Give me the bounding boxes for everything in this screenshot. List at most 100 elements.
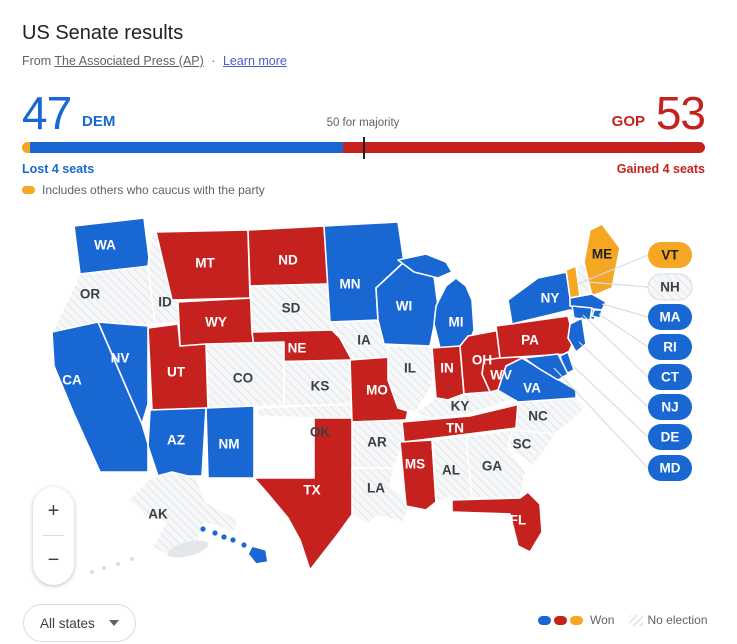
state-label-TN: TN bbox=[446, 421, 464, 436]
state-label-WY: WY bbox=[205, 315, 227, 330]
legend-dem-pill-icon bbox=[538, 615, 551, 625]
pill-RI[interactable] bbox=[648, 334, 692, 360]
pill-NJ[interactable] bbox=[648, 394, 692, 420]
state-label-MN: MN bbox=[340, 277, 361, 292]
pill-label-MD: MD bbox=[660, 461, 681, 476]
caucus-dot-icon bbox=[22, 186, 35, 194]
state-NJ[interactable] bbox=[567, 317, 587, 353]
all-states-dropdown[interactable]: All states bbox=[23, 604, 136, 642]
learn-more-link[interactable]: Learn more bbox=[222, 54, 287, 68]
source-link[interactable]: The Associated Press (AP) bbox=[54, 54, 204, 68]
pill-leader-line-NH bbox=[587, 281, 649, 288]
state-label-WI: WI bbox=[396, 299, 413, 314]
state-label-KY: KY bbox=[451, 399, 470, 414]
state-FL[interactable] bbox=[451, 491, 543, 553]
state-CA[interactable] bbox=[51, 321, 149, 473]
zoom-out-button[interactable]: − bbox=[47, 548, 60, 571]
seat-bar bbox=[22, 137, 705, 159]
state-label-PA: PA bbox=[521, 333, 539, 348]
state-label-AL: AL bbox=[442, 463, 460, 478]
pill-MA[interactable] bbox=[648, 304, 692, 330]
pill-leader-line-NJ bbox=[578, 341, 649, 408]
dem-label: DEM bbox=[82, 113, 116, 130]
state-label-MT: MT bbox=[195, 256, 215, 271]
state-CT[interactable] bbox=[571, 305, 593, 321]
state-label-NE: NE bbox=[288, 341, 307, 356]
state-HI[interactable] bbox=[247, 545, 269, 565]
state-label-IA: IA bbox=[357, 333, 371, 348]
pill-leader-line-MD bbox=[553, 367, 649, 469]
state-HI-island[interactable] bbox=[241, 542, 247, 548]
pill-leader-line-CT bbox=[582, 314, 649, 378]
seat-bar-dem-segment bbox=[30, 142, 343, 153]
state-HI-island[interactable] bbox=[221, 534, 227, 540]
state-label-NC: NC bbox=[528, 409, 548, 424]
aleutian-island-icon bbox=[116, 562, 120, 566]
state-label-AR: AR bbox=[367, 435, 387, 450]
pill-label-NJ: NJ bbox=[661, 400, 678, 415]
state-label-NM: NM bbox=[219, 437, 240, 452]
state-label-OH: OH bbox=[472, 353, 492, 368]
state-label-AZ: AZ bbox=[167, 433, 185, 448]
aleutian-island-icon bbox=[130, 557, 134, 561]
aleutian-island-icon bbox=[102, 566, 106, 570]
pill-CT[interactable] bbox=[648, 364, 692, 390]
state-label-CA: CA bbox=[62, 373, 82, 388]
seat-bar-gop-segment bbox=[343, 142, 705, 153]
state-label-UT: UT bbox=[167, 365, 186, 380]
map-legend: Won No election bbox=[538, 611, 708, 629]
pill-leader-line-VT bbox=[577, 254, 649, 285]
state-label-IN: IN bbox=[440, 361, 454, 376]
legend-other-pill-icon bbox=[570, 615, 583, 625]
pill-VT[interactable] bbox=[648, 242, 692, 268]
pill-leader-line-DE bbox=[570, 363, 649, 438]
aleutian-island-icon bbox=[90, 570, 94, 574]
gop-change: Gained 4 seats bbox=[616, 162, 705, 176]
map-zoom-control: + − bbox=[33, 487, 74, 585]
state-HI-island[interactable] bbox=[230, 537, 236, 543]
state-IL[interactable] bbox=[387, 345, 435, 413]
legend-gop-pill-icon bbox=[554, 615, 567, 625]
state-MI[interactable] bbox=[433, 277, 475, 349]
pill-label-VT: VT bbox=[661, 248, 679, 263]
separator: · bbox=[211, 54, 216, 68]
caucus-note: Includes others who caucus with the part… bbox=[22, 183, 265, 197]
pill-label-MA: MA bbox=[660, 310, 681, 325]
state-label-SD: SD bbox=[282, 301, 301, 316]
caucus-note-text: Includes others who caucus with the part… bbox=[42, 183, 265, 197]
state-label-AK: AK bbox=[148, 507, 168, 522]
pill-MD[interactable] bbox=[648, 455, 692, 481]
pill-DE[interactable] bbox=[648, 424, 692, 450]
pill-label-NH: NH bbox=[660, 280, 680, 295]
dem-change: Lost 4 seats bbox=[22, 162, 95, 176]
zoom-in-button[interactable]: + bbox=[47, 499, 60, 522]
state-label-MI: MI bbox=[449, 315, 464, 330]
zoom-divider bbox=[43, 535, 64, 536]
state-RI[interactable] bbox=[591, 309, 603, 319]
legend-won-label: Won bbox=[590, 613, 615, 627]
legend-no-election-label: No election bbox=[647, 613, 708, 627]
all-states-label: All states bbox=[40, 615, 95, 631]
state-label-GA: GA bbox=[482, 459, 503, 474]
state-MI[interactable] bbox=[397, 253, 453, 279]
state-label-IL: IL bbox=[404, 361, 416, 376]
legend-no-election-swatch-icon bbox=[629, 614, 644, 626]
state-HI-island[interactable] bbox=[212, 530, 218, 536]
state-label-NY: NY bbox=[541, 291, 560, 306]
gop-label: GOP bbox=[611, 113, 645, 130]
pill-label-CT: CT bbox=[661, 370, 680, 385]
pill-NH[interactable] bbox=[647, 273, 693, 301]
state-AK[interactable] bbox=[127, 471, 239, 559]
state-AR[interactable] bbox=[351, 419, 407, 469]
state-PA[interactable] bbox=[495, 315, 575, 359]
state-label-WA: WA bbox=[94, 238, 116, 253]
state-HI-island[interactable] bbox=[200, 526, 206, 532]
state-label-KS: KS bbox=[311, 379, 330, 394]
state-LA[interactable] bbox=[351, 467, 411, 525]
state-MS[interactable] bbox=[399, 439, 437, 511]
state-label-LA: LA bbox=[367, 481, 385, 496]
state-label-OR: OR bbox=[80, 287, 101, 302]
state-label-ND: ND bbox=[278, 253, 298, 268]
state-NC[interactable] bbox=[511, 397, 587, 435]
